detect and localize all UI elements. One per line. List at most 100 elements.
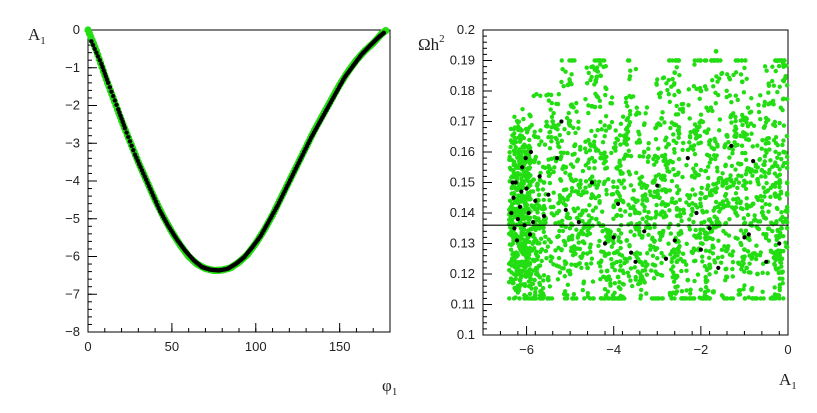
- right-green-point: [559, 58, 564, 63]
- right-green-point: [772, 252, 778, 257]
- right-green-point: [695, 272, 701, 277]
- right-green-point: [709, 77, 715, 83]
- right-green-point: [591, 139, 597, 144]
- right-green-point: [628, 266, 634, 271]
- right-green-point: [743, 172, 749, 177]
- right-green-point: [569, 236, 575, 242]
- right-green-point: [592, 144, 597, 150]
- right-green-point: [548, 254, 553, 259]
- right-green-point: [508, 144, 513, 150]
- right-green-point: [665, 161, 671, 166]
- right-green-point: [633, 199, 639, 205]
- right-green-point: [583, 163, 588, 168]
- right-green-point: [559, 218, 565, 223]
- right-green-point: [615, 185, 620, 190]
- right-green-point: [565, 82, 571, 88]
- right-green-point: [538, 249, 543, 255]
- right-green-point: [575, 235, 580, 240]
- right-green-point: [571, 292, 577, 297]
- right-green-point: [733, 126, 738, 132]
- right-green-point: [724, 94, 729, 100]
- right-green-point: [733, 118, 738, 124]
- right-green-point: [742, 269, 747, 274]
- right-green-point: [589, 74, 594, 80]
- right-green-point: [507, 150, 512, 155]
- right-green-point: [549, 296, 555, 301]
- right-green-point: [557, 270, 563, 275]
- right-green-point: [607, 277, 613, 282]
- right-green-point: [670, 159, 675, 165]
- right-green-point: [713, 270, 719, 275]
- right-green-point: [617, 279, 622, 285]
- right-green-point: [637, 220, 642, 226]
- right-green-point: [627, 172, 633, 177]
- right-green-point: [704, 152, 710, 158]
- right-green-point: [739, 112, 745, 118]
- right-green-point: [613, 141, 618, 146]
- right-green-point: [553, 221, 558, 226]
- right-green-point: [517, 139, 523, 144]
- right-green-point: [784, 225, 790, 231]
- right-green-point: [546, 165, 552, 171]
- right-green-point: [586, 103, 591, 108]
- right-green-point: [652, 239, 657, 244]
- left-black-point: [90, 42, 96, 48]
- right-green-point: [517, 220, 522, 226]
- right-green-point: [712, 136, 717, 142]
- right-green-point: [512, 257, 517, 263]
- right-green-point: [593, 216, 599, 222]
- right-green-point: [763, 202, 768, 207]
- right-green-point: [750, 144, 755, 149]
- right-green-point: [602, 150, 607, 155]
- right-green-point: [561, 201, 566, 206]
- right-green-point: [580, 168, 586, 174]
- right-green-point: [625, 270, 631, 275]
- right-green-point: [563, 69, 568, 74]
- right-green-point: [723, 277, 728, 283]
- right-green-point: [616, 235, 621, 240]
- right-green-point: [600, 58, 605, 63]
- right-green-point: [739, 143, 745, 148]
- right-green-point: [554, 137, 559, 142]
- left-black-point: [110, 93, 116, 99]
- right-green-point: [740, 122, 745, 128]
- right-green-point: [749, 296, 755, 301]
- right-green-point: [661, 215, 666, 220]
- right-green-point: [538, 170, 543, 176]
- left-y-tick-label: −7: [65, 286, 80, 301]
- right-green-point: [611, 216, 616, 222]
- right-green-point: [749, 95, 754, 101]
- right-green-point: [522, 145, 527, 150]
- right-green-point: [761, 162, 766, 167]
- right-green-point: [764, 68, 769, 73]
- right-green-point: [555, 140, 561, 146]
- right-green-point: [742, 283, 747, 288]
- right-green-point: [739, 263, 745, 269]
- right-green-point: [732, 133, 738, 138]
- right-green-point: [697, 58, 703, 63]
- right-green-point: [526, 143, 532, 149]
- right-green-point: [624, 238, 630, 243]
- right-green-point: [700, 254, 705, 259]
- right-green-point: [597, 104, 603, 109]
- right-green-point: [722, 296, 727, 301]
- right-green-point: [681, 210, 687, 216]
- right-green-point: [538, 93, 543, 98]
- left-black-point: [122, 125, 128, 131]
- right-green-point: [706, 164, 711, 169]
- right-green-point: [547, 130, 552, 135]
- right-green-point: [541, 273, 547, 278]
- right-green-point: [510, 174, 515, 179]
- right-green-point: [516, 288, 522, 293]
- right-green-point: [660, 229, 666, 234]
- right-green-point: [589, 195, 594, 201]
- right-green-point: [626, 222, 631, 227]
- right-green-point: [518, 282, 523, 287]
- right-green-point: [780, 142, 785, 148]
- right-green-point: [598, 264, 603, 269]
- right-green-point: [557, 132, 562, 138]
- right-green-point: [693, 227, 698, 233]
- right-green-point: [652, 177, 658, 183]
- right-green-point: [560, 266, 565, 271]
- right-green-point: [562, 127, 567, 132]
